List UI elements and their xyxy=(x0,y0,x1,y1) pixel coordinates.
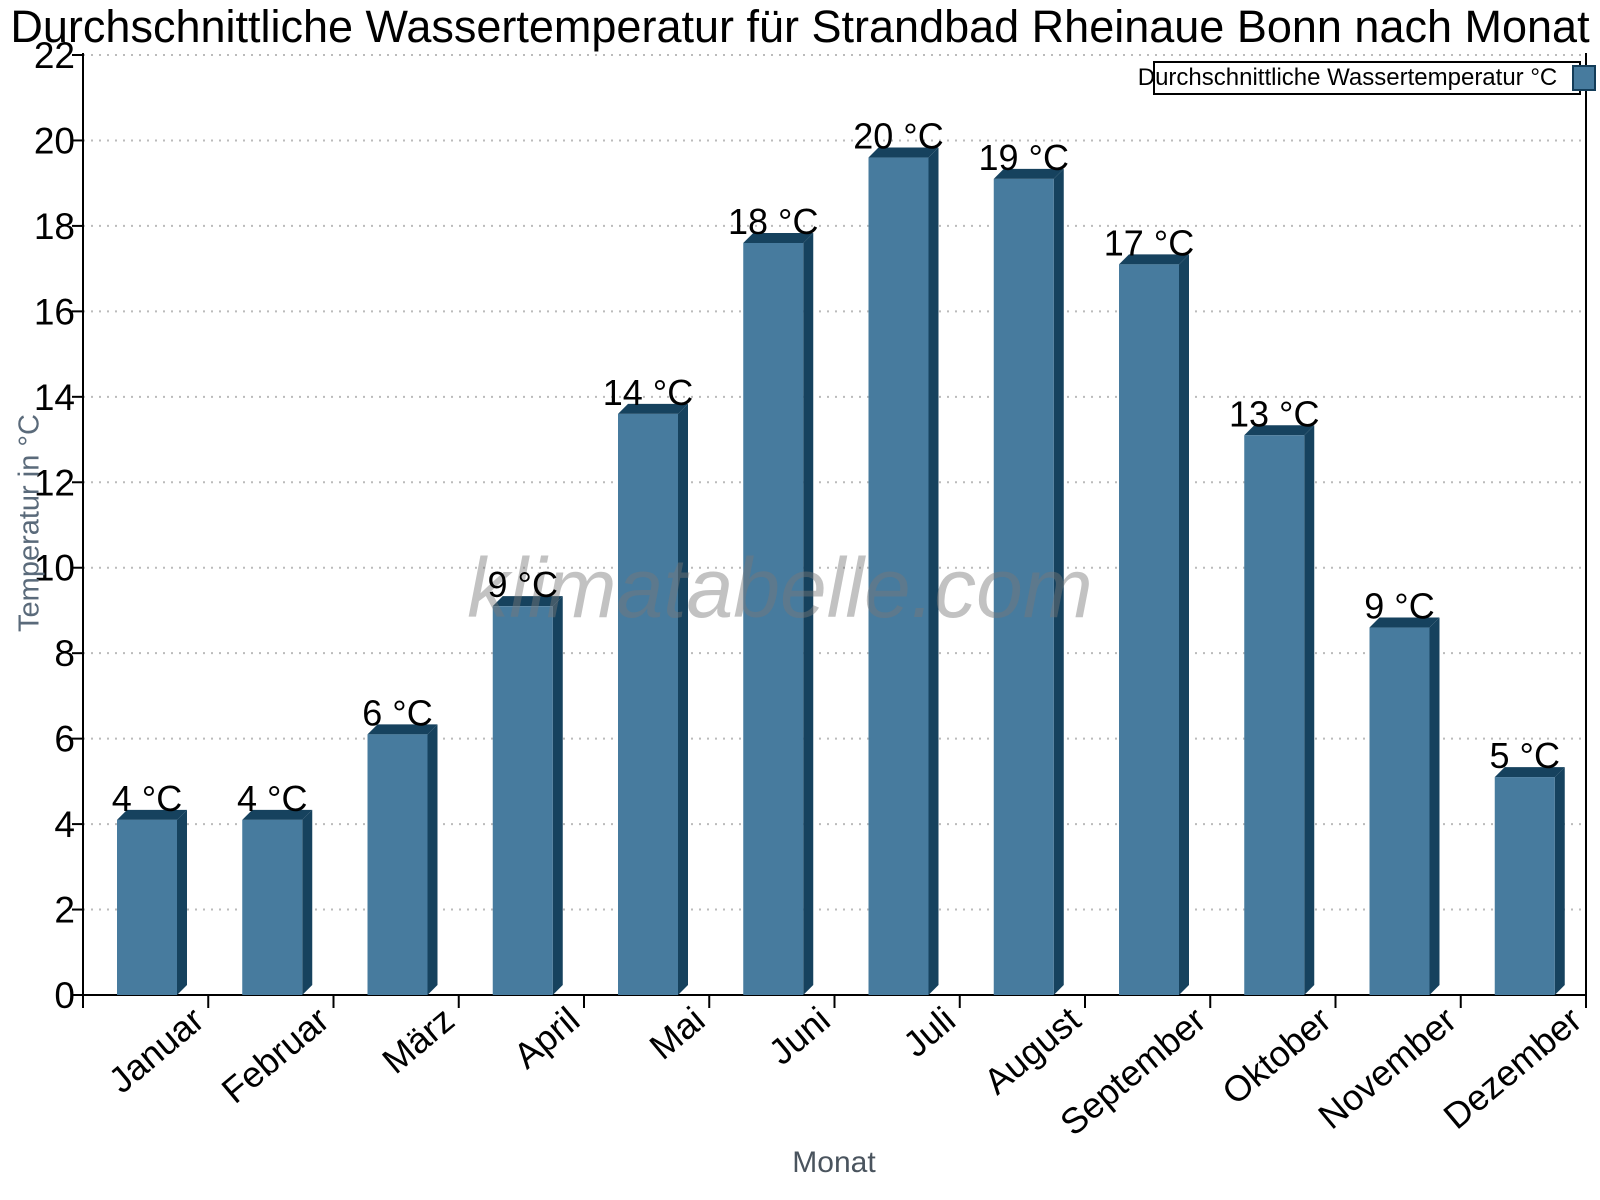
y-tick-label-8: 8 xyxy=(54,633,75,674)
y-tick-label-18: 18 xyxy=(34,206,75,247)
x-tick-label-Oktober: Oktober xyxy=(1214,999,1338,1113)
x-tick-label-Mai: Mai xyxy=(642,999,713,1068)
bar-Dezember xyxy=(1494,767,1565,995)
y-tick-label-4: 4 xyxy=(54,804,75,845)
bar-value-label-Juni: 18 °C xyxy=(728,201,818,242)
y-tick-label-12: 12 xyxy=(34,462,75,503)
bar-side-face xyxy=(1429,617,1440,995)
bar-value-label-Dezember: 5 °C xyxy=(1490,735,1560,776)
bar-November xyxy=(1369,617,1440,995)
bar-front-face xyxy=(242,819,303,995)
bar-value-label-April: 9 °C xyxy=(488,564,558,605)
bar-Februar xyxy=(242,809,313,995)
bar-Oktober xyxy=(1244,425,1315,996)
y-tick-label-20: 20 xyxy=(34,120,75,161)
watermark: klimatabelle.com xyxy=(467,541,1093,635)
x-tick-label-Januar: Januar xyxy=(101,999,212,1101)
bar-front-face xyxy=(1244,435,1305,996)
y-tick-label-2: 2 xyxy=(54,890,75,931)
bar-side-face xyxy=(302,809,313,995)
bar-April xyxy=(492,596,563,995)
bar-August xyxy=(993,168,1064,996)
bar-front-face xyxy=(1494,777,1555,995)
bar-September xyxy=(1119,254,1189,995)
y-axis-title: Temperatur in °C xyxy=(13,414,46,632)
bar-top-face xyxy=(117,809,187,820)
legend: Durchschnittliche Wassertemperatur °C xyxy=(1138,61,1597,95)
x-tick-label-Dezember: Dezember xyxy=(1436,999,1590,1137)
bar-side-face xyxy=(427,724,438,995)
x-tick-label-Juli: Juli xyxy=(895,999,963,1065)
x-tick-label-März: März xyxy=(374,999,462,1082)
bar-front-face xyxy=(618,413,678,996)
bar-side-face xyxy=(177,809,187,995)
bar-side-face xyxy=(928,147,939,995)
bar-März xyxy=(367,724,438,995)
bar-front-face xyxy=(492,606,553,995)
x-tick-label-April: April xyxy=(506,999,588,1077)
chart-title: Durchschnittliche Wassertemperatur für S… xyxy=(10,2,1590,52)
bar-side-face xyxy=(678,403,688,996)
axis-layer xyxy=(72,53,1587,1008)
x-tick-label-Februar: Februar xyxy=(214,999,337,1111)
y-tick-label-16: 16 xyxy=(34,291,75,332)
legend-swatch xyxy=(1572,65,1597,91)
bar-front-face xyxy=(868,157,929,995)
bar-value-label-Februar: 4 °C xyxy=(237,778,307,819)
bar-top-face xyxy=(618,403,688,414)
bar-side-face xyxy=(1179,254,1189,995)
bar-top-face xyxy=(868,147,939,158)
bar-front-face xyxy=(1119,264,1179,995)
y-tick-label-6: 6 xyxy=(54,719,75,760)
bar-value-label-Juli: 20 °C xyxy=(853,116,943,157)
bar-value-label-November: 9 °C xyxy=(1364,586,1434,627)
bar-top-face xyxy=(492,596,563,607)
y-tick-label-22: 22 xyxy=(34,35,75,76)
x-axis-title: Monat xyxy=(792,1146,876,1179)
y-tick-label-10: 10 xyxy=(34,548,75,589)
bar-front-face xyxy=(1369,627,1430,995)
bar-Juni xyxy=(743,233,814,995)
x-tick-label-Juni: Juni xyxy=(761,999,838,1073)
bar-value-label-September: 17 °C xyxy=(1104,222,1194,263)
bar-top-face xyxy=(1119,254,1189,265)
bar-side-face xyxy=(552,596,563,995)
bar-front-face xyxy=(117,819,177,995)
bar-side-face xyxy=(1304,425,1315,996)
bars-layer xyxy=(117,147,1565,996)
bar-Mai xyxy=(618,403,688,996)
bar-front-face xyxy=(993,178,1054,996)
bar-top-face xyxy=(1369,617,1440,628)
legend-label: Durchschnittliche Wassertemperatur °C xyxy=(1137,64,1558,91)
grid-layer xyxy=(83,54,1586,911)
bar-value-label-Januar: 4 °C xyxy=(112,778,182,819)
bar-Juli xyxy=(868,147,939,995)
bar-value-label-März: 6 °C xyxy=(362,692,432,733)
bar-side-face xyxy=(1554,767,1565,995)
bar-value-label-August: 19 °C xyxy=(979,137,1069,178)
bar-Januar xyxy=(117,809,187,995)
bar-top-face xyxy=(993,168,1064,179)
bar-value-label-Mai: 14 °C xyxy=(603,372,693,413)
bar-top-face xyxy=(1244,425,1315,436)
bar-top-face xyxy=(743,233,814,243)
y-tick-label-14: 14 xyxy=(34,377,75,418)
x-tick-label-November: November xyxy=(1310,999,1464,1137)
bar-front-face xyxy=(367,734,428,995)
bar-top-face xyxy=(1494,767,1565,778)
bar-side-face xyxy=(803,233,814,995)
bar-front-face xyxy=(743,243,804,995)
bar-top-face xyxy=(367,724,438,735)
bar-top-face xyxy=(242,809,313,820)
bar-value-label-Oktober: 13 °C xyxy=(1229,393,1319,434)
bar-side-face xyxy=(1053,168,1064,996)
y-tick-label-0: 0 xyxy=(54,975,75,1016)
x-tick-label-August: August xyxy=(976,999,1088,1102)
